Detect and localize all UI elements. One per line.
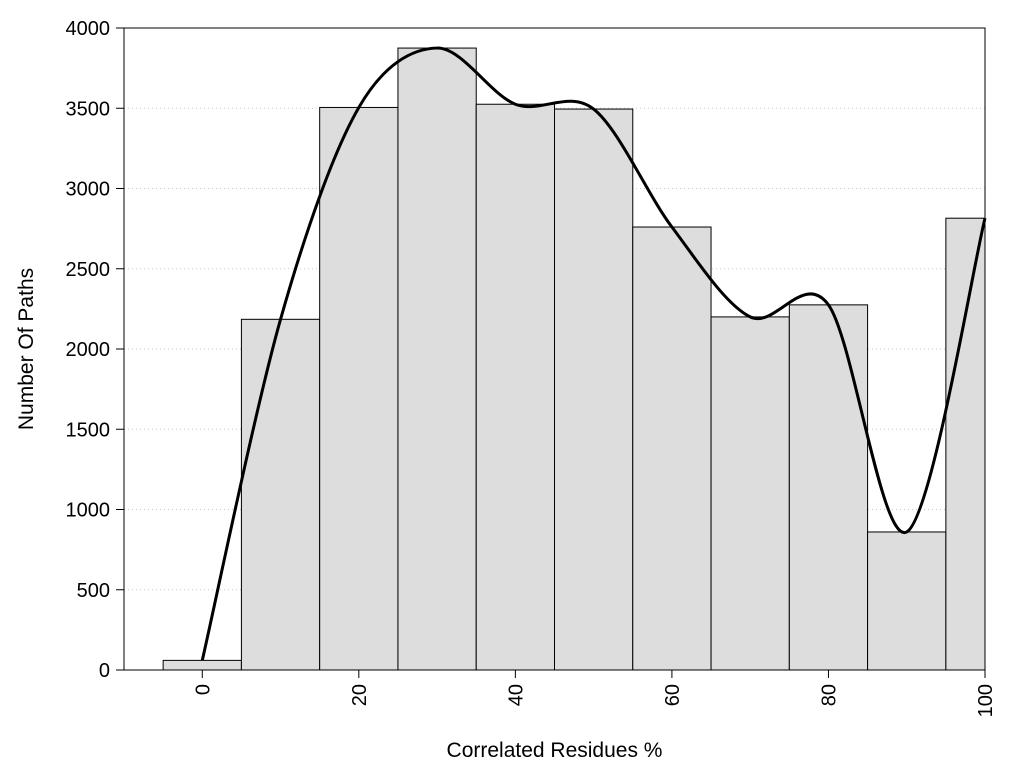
x-tick-label: 20: [349, 684, 371, 706]
histogram-bar: [710, 316, 790, 671]
y-tick-label: 2500: [66, 259, 111, 281]
histogram-bar: [162, 659, 242, 671]
bars: [162, 47, 986, 671]
y-axis-ticks: 0 500 1000 1500 2000 2500 3000 3500 4000: [66, 18, 124, 682]
x-axis-ticks: 0 20 40 60 80 100: [192, 670, 997, 717]
histogram-bar: [240, 318, 321, 671]
histogram-bar: [867, 531, 947, 671]
smooth-curve: [200, 46, 987, 661]
x-tick-label: 40: [505, 684, 527, 706]
x-tick-label: 80: [818, 684, 840, 706]
histogram-bar: [945, 217, 986, 671]
x-tick-label: 100: [975, 684, 997, 717]
histogram-bar: [397, 47, 477, 671]
y-tick-label: 2000: [66, 339, 111, 361]
y-tick-label: 0: [99, 660, 110, 682]
y-tick-label: 3000: [66, 179, 111, 201]
y-tick-label: 1500: [66, 419, 111, 441]
histogram-bar: [475, 103, 555, 671]
histogram-bar: [788, 304, 869, 671]
y-tick-label: 1000: [66, 500, 111, 522]
y-axis-title: Number Of Paths: [15, 268, 38, 430]
x-tick-label: 0: [192, 684, 214, 695]
x-axis-title: Correlated Residues %: [447, 739, 663, 762]
histogram-bar: [319, 106, 399, 671]
y-tick-label: 3500: [66, 98, 111, 120]
histogram-bar: [632, 226, 712, 671]
y-tick-label: 500: [77, 580, 110, 602]
histogram-bar: [554, 108, 634, 671]
y-tick-label: 4000: [66, 18, 111, 40]
x-tick-label: 60: [662, 684, 684, 706]
